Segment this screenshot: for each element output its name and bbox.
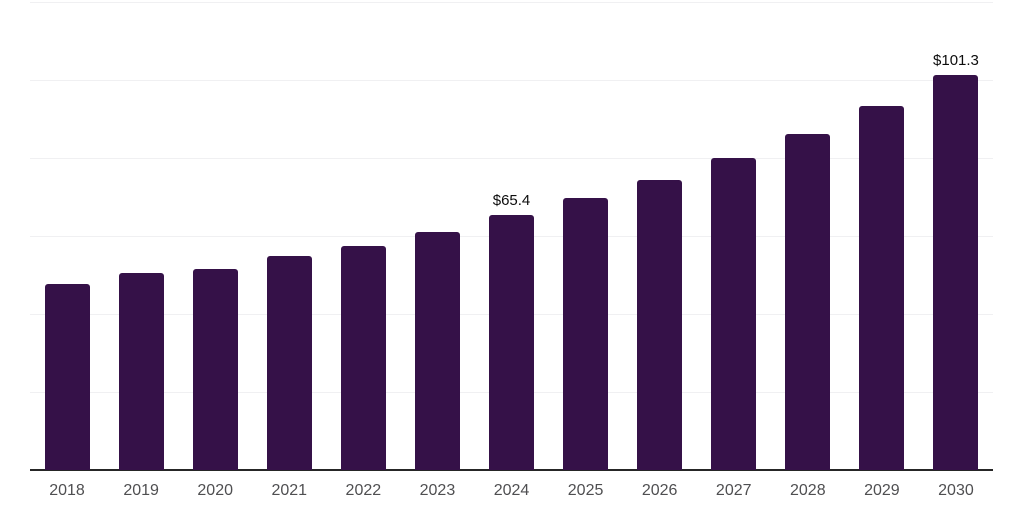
x-tick-label-2024: 2024 bbox=[493, 482, 530, 499]
bar-2028[interactable] bbox=[785, 134, 831, 470]
plot-area: $65.4 $101.3 bbox=[30, 2, 993, 471]
bar-2018[interactable] bbox=[44, 283, 90, 470]
bar-2019[interactable] bbox=[118, 273, 164, 470]
bar-2030[interactable] bbox=[933, 74, 979, 470]
gridline-100 bbox=[30, 80, 993, 81]
x-tick-label-2022: 2022 bbox=[345, 482, 382, 499]
data-label-2024: $65.4 bbox=[492, 191, 531, 209]
bar-2023[interactable] bbox=[414, 232, 460, 470]
bar-2027[interactable] bbox=[711, 158, 757, 470]
x-tick-label-2019: 2019 bbox=[123, 482, 159, 499]
bar-2024[interactable] bbox=[489, 214, 534, 470]
bar-2029[interactable] bbox=[859, 105, 905, 470]
x-tick-label-2030: 2030 bbox=[938, 482, 974, 499]
x-tick-label-2026: 2026 bbox=[641, 482, 678, 499]
x-tick-label-2025: 2025 bbox=[567, 482, 604, 499]
bar-2025[interactable] bbox=[563, 198, 609, 470]
data-label-2030: $101.3 bbox=[933, 51, 979, 69]
gridline-80 bbox=[30, 158, 993, 159]
x-axis-line bbox=[30, 469, 993, 471]
bar-2026[interactable] bbox=[637, 179, 683, 470]
bar-2021[interactable] bbox=[266, 256, 312, 470]
bar-2020[interactable] bbox=[192, 269, 238, 470]
x-tick-label-2029: 2029 bbox=[864, 482, 900, 499]
x-tick-label-2021: 2021 bbox=[271, 482, 308, 499]
x-tick-label-2020: 2020 bbox=[197, 482, 233, 499]
x-tick-label-2023: 2023 bbox=[419, 482, 456, 499]
x-tick-label-2028: 2028 bbox=[790, 482, 826, 499]
gridline-120 bbox=[30, 2, 993, 3]
x-tick-label-2027: 2027 bbox=[715, 482, 752, 499]
x-tick-label-2018: 2018 bbox=[49, 482, 85, 499]
bar-2022[interactable] bbox=[340, 245, 386, 470]
